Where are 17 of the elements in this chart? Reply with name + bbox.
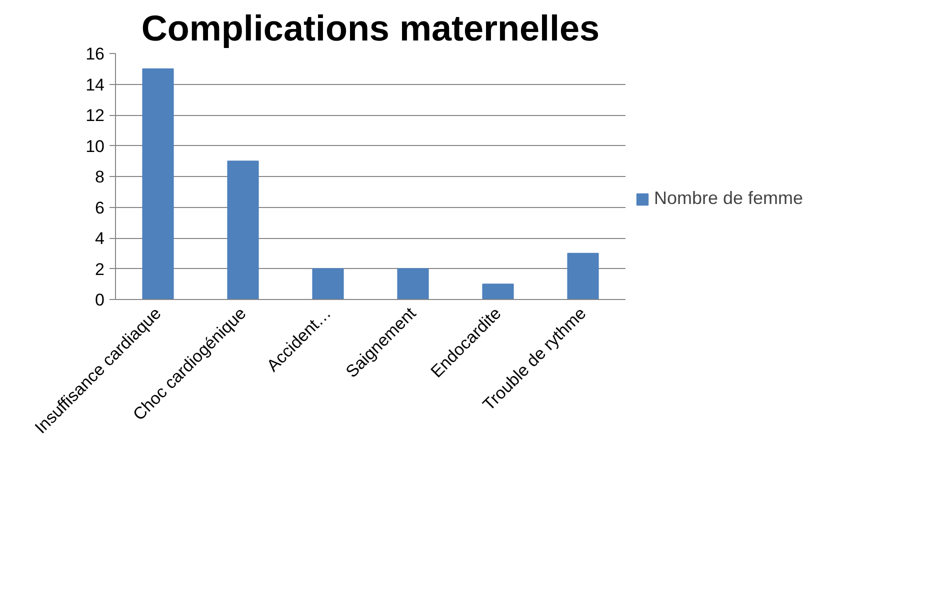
y-tick-label: 10 (86, 136, 105, 156)
y-tick-label: 2 (95, 260, 105, 279)
y-tick-label: 0 (95, 290, 105, 310)
bar (227, 160, 259, 300)
legend-label: Nombre de femme (654, 188, 804, 209)
bar (397, 268, 429, 300)
y-tick-label: 8 (95, 168, 105, 186)
y-tick-label: 16 (86, 44, 105, 64)
y-tick-label: 14 (86, 75, 105, 94)
bar (142, 68, 174, 300)
bar (312, 268, 344, 300)
bar (482, 284, 514, 300)
y-tick-label: 4 (95, 229, 105, 248)
bar (567, 252, 599, 300)
y-tick-label: 12 (86, 106, 105, 125)
y-tick-label: 6 (95, 198, 105, 218)
chart-title: Complications maternelles (141, 8, 600, 48)
